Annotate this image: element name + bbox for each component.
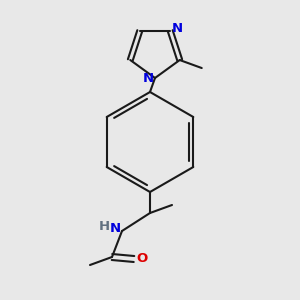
Text: H: H	[98, 220, 110, 233]
Text: O: O	[136, 253, 148, 266]
Text: N: N	[142, 71, 154, 85]
Text: N: N	[172, 22, 183, 35]
Text: N: N	[110, 223, 121, 236]
